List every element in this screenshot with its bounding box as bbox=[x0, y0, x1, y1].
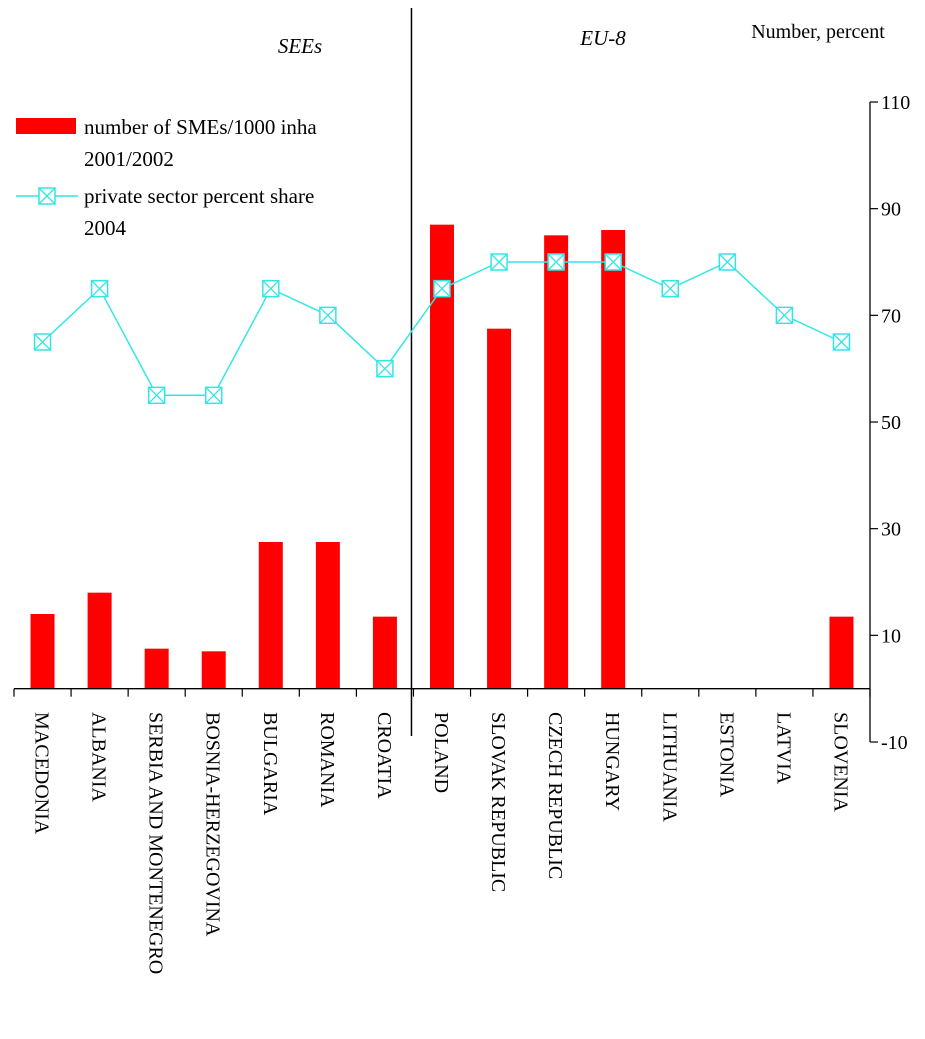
bar-macedonia bbox=[30, 614, 55, 689]
line-markers bbox=[33, 253, 851, 405]
category-label-romania: ROMANIA bbox=[316, 712, 338, 808]
category-label-hungary: HUNGARY bbox=[601, 712, 623, 811]
legend-label-bar-line2: 2001/2002 bbox=[84, 147, 174, 171]
category-label-serbia-and-montenegro: SERBIA AND MONTENEGRO bbox=[145, 712, 167, 974]
line-point-bulgaria bbox=[262, 279, 280, 298]
bar-albania bbox=[87, 592, 112, 689]
line-point-estonia bbox=[718, 253, 737, 271]
category-label-latvia: LATVIA bbox=[772, 712, 794, 785]
category-label-albania: ALBANIA bbox=[88, 712, 110, 803]
line-point-slovenia bbox=[832, 333, 851, 351]
line-point-serbia-and-montenegro bbox=[147, 386, 166, 405]
legend-label-line-line2: 2004 bbox=[84, 216, 127, 240]
y-axis-tick-labels: -10 10 30 50 70 90 110 bbox=[881, 92, 910, 754]
line-point-bosnia-herzegovina bbox=[204, 386, 223, 405]
bar-bosnia-herzegovina bbox=[201, 651, 226, 689]
region-label-sees: SEEs bbox=[278, 34, 322, 58]
bar-hungary bbox=[601, 230, 626, 689]
y-tick-label: 110 bbox=[881, 92, 910, 114]
legend-swatch-bar bbox=[16, 118, 76, 134]
bar-czech-republic bbox=[544, 235, 569, 689]
bar-poland bbox=[430, 224, 454, 689]
category-label-estonia: ESTONIA bbox=[715, 712, 737, 798]
line-point-lithuania bbox=[661, 279, 680, 298]
y-tick-label: -10 bbox=[881, 732, 908, 754]
line-point-romania bbox=[319, 306, 337, 325]
legend-label-bar-line1: number of SMEs/1000 inha bbox=[84, 115, 317, 139]
y-tick-label: 10 bbox=[881, 625, 901, 647]
category-label-bulgaria: BULGARIA bbox=[259, 712, 281, 816]
bar-slovak-republic bbox=[487, 328, 512, 689]
y-tick-label: 70 bbox=[881, 305, 901, 327]
line-point-hungary bbox=[604, 253, 622, 271]
x-axis-ticks bbox=[13, 688, 871, 697]
line-point-croatia bbox=[376, 359, 394, 378]
category-label-slovenia: SLOVENIA bbox=[829, 712, 851, 813]
line-point-czech-republic bbox=[547, 253, 565, 271]
bar-bulgaria bbox=[258, 542, 283, 689]
legend: number of SMEs/1000 inha 2001/2002 priva… bbox=[16, 115, 317, 240]
y-tick-label: 30 bbox=[881, 519, 901, 541]
bar-slovenia bbox=[829, 616, 854, 689]
line-point-albania bbox=[90, 279, 109, 298]
bar-romania bbox=[315, 542, 340, 689]
bar-croatia bbox=[372, 616, 397, 689]
y-tick-label: 50 bbox=[881, 412, 901, 434]
category-label-macedonia: MACEDONIA bbox=[31, 712, 53, 835]
category-label-czech-republic: CZECH REPUBLIC bbox=[544, 712, 566, 879]
category-label-lithuania: LITHUANIA bbox=[658, 712, 680, 823]
y-tick-label: 90 bbox=[881, 199, 901, 221]
line-point-slovak-republic bbox=[490, 253, 508, 271]
category-label-croatia: CROATIA bbox=[373, 712, 395, 799]
line-point-macedonia bbox=[33, 333, 52, 351]
region-label-eu8: EU-8 bbox=[579, 26, 626, 50]
legend-marker-square-x bbox=[38, 187, 56, 205]
legend-label-line-line1: private sector percent share bbox=[84, 184, 314, 208]
category-labels: MACEDONIA ALBANIA SERBIA AND MONTENEGRO BOS… bbox=[31, 712, 852, 974]
line-point-poland bbox=[433, 279, 451, 298]
category-label-poland: POLAND bbox=[430, 712, 452, 793]
bar-series bbox=[30, 224, 854, 689]
legend-swatch-marker bbox=[38, 187, 56, 205]
y-axis-unit-label: Number, percent bbox=[751, 21, 885, 43]
category-label-bosnia-herzegovina: BOSNIA-HERZEGOVINA bbox=[202, 712, 224, 937]
bar-serbia-and-montenegro bbox=[144, 648, 169, 689]
y-axis-ticks bbox=[870, 101, 878, 743]
category-label-slovak-republic: SLOVAK REPUBLIC bbox=[487, 712, 509, 892]
line-point-latvia bbox=[775, 306, 794, 325]
